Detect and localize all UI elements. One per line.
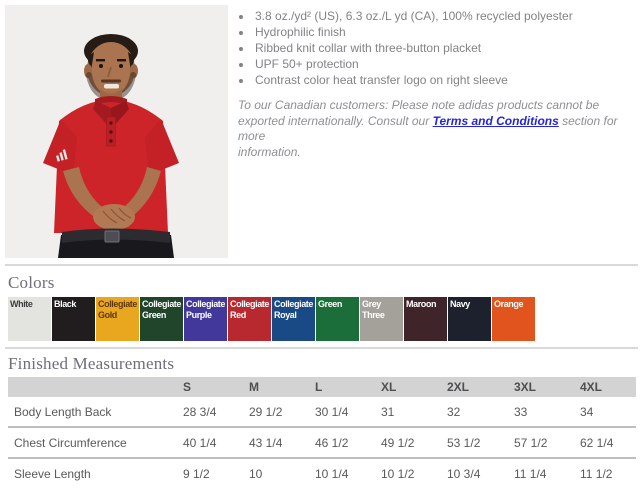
measurement-value: 57 1/2: [514, 435, 548, 450]
size-column-header: 2XL: [441, 377, 508, 397]
color-swatch-grey-three[interactable]: Grey Three: [360, 297, 403, 341]
measurement-value: 40 1/4: [183, 435, 217, 450]
section-divider: [5, 347, 638, 349]
measurement-value: 10: [249, 466, 263, 481]
colors-heading: Colors: [8, 273, 55, 292]
color-swatch-collegiate-green[interactable]: Collegiate Green: [140, 297, 183, 341]
color-swatch-white[interactable]: White: [8, 297, 51, 341]
color-swatch-green[interactable]: Green: [316, 297, 359, 341]
size-column-header: XL: [375, 377, 441, 397]
note-line2-pre: exported internationally. Consult our: [238, 113, 433, 128]
measurement-value: 10 1/4: [315, 466, 349, 481]
measurement-value: 32: [447, 404, 461, 419]
measurement-value: 33: [514, 404, 528, 419]
measurement-value: 9 1/2: [183, 466, 210, 481]
measurement-value: 30 1/4: [315, 404, 349, 419]
measurement-row: Body Length Back 28 3/4 29 1/2 30 1/4 31 32 33…: [8, 397, 636, 427]
note-line2-post: section for more: [238, 113, 618, 144]
feature-bullet-list: 3.8 oz./yd² (US), 6.3 oz./L yd (CA), 100…: [238, 8, 640, 88]
feature-bullet: Ribbed knit collar with three-button pla…: [253, 40, 640, 56]
measurements-table-head: S M L XL 2XL 3XL 4XL: [8, 377, 636, 397]
measurement-value: 62 1/4: [580, 435, 614, 450]
measurement-value: 34: [580, 404, 594, 419]
model-illustration: [5, 5, 228, 258]
feature-bullet: Contrast color heat transfer logo on rig…: [253, 72, 640, 88]
measurements-table: S M L XL 2XL 3XL 4XL Body Length Back 28 3/4 29 …: [8, 377, 636, 488]
color-swatch-orange[interactable]: Orange: [492, 297, 535, 341]
finished-measurements-heading: Finished Measurements: [8, 354, 175, 373]
section-divider: [5, 264, 638, 266]
measurement-value: 49 1/2: [381, 435, 415, 450]
measurement-label: Body Length Back: [14, 404, 112, 419]
size-column-header: 4XL: [574, 377, 636, 397]
measurement-label: Chest Circumference: [14, 435, 127, 450]
product-photo-model-red-polo: [5, 5, 228, 258]
note-line3: information.: [238, 144, 301, 159]
feature-bullet: 3.8 oz./yd² (US), 6.3 oz./L yd (CA), 100…: [253, 8, 640, 24]
color-swatch-black[interactable]: Black: [52, 297, 95, 341]
measurement-value: 11 1/4: [514, 466, 547, 481]
size-header-row: S M L XL 2XL 3XL 4XL: [8, 377, 636, 397]
color-swatch-collegiate-purple[interactable]: Collegiate Purple: [184, 297, 227, 341]
size-column-header: [8, 377, 177, 397]
measurement-value: 46 1/2: [315, 435, 349, 450]
size-column-header: S: [177, 377, 243, 397]
measurement-value: 43 1/4: [249, 435, 283, 450]
measurement-value: 10 3/4: [447, 466, 481, 481]
feature-bullet: Hydrophilic finish: [253, 24, 640, 40]
measurement-value: 53 1/2: [447, 435, 481, 450]
canadian-customers-note: To our Canadian customers: Please note a…: [238, 98, 640, 160]
note-line1: To our Canadian customers: Please note a…: [238, 98, 600, 112]
size-column-header: 3XL: [508, 377, 574, 397]
measurement-value: 28 3/4: [183, 404, 217, 419]
measurement-row: Chest Circumference 40 1/4 43 1/4 46 1/2 49 …: [8, 427, 636, 458]
measurement-label: Sleeve Length: [14, 466, 91, 481]
measurement-value: 29 1/2: [249, 404, 283, 419]
measurement-value: 31: [381, 404, 395, 419]
color-swatch-collegiate-red[interactable]: Collegiate Red: [228, 297, 271, 341]
measurement-row: Sleeve Length 9 1/2 10 10 1/4 10 1/2 10 3/4 11…: [8, 458, 636, 488]
terms-and-conditions-link[interactable]: Terms and Conditions: [432, 113, 559, 128]
measurement-value: 10 1/2: [381, 466, 415, 481]
feature-bullet: UPF 50+ protection: [253, 56, 640, 72]
product-features: 3.8 oz./yd² (US), 6.3 oz./L yd (CA), 100…: [238, 6, 640, 160]
size-column-header: M: [243, 377, 309, 397]
color-swatch-collegiate-gold[interactable]: Collegiate Gold: [96, 297, 139, 341]
color-swatch-navy[interactable]: Navy: [448, 297, 491, 341]
measurement-value: 11 1/2: [580, 466, 613, 481]
color-swatch-maroon[interactable]: Maroon: [404, 297, 447, 341]
measurements-table-body: Body Length Back 28 3/4 29 1/2 30 1/4 31 32 33…: [8, 397, 636, 488]
color-swatch-strip: White Black Collegiate Gold Collegiate Gree…: [8, 297, 536, 341]
color-swatch-collegiate-royal[interactable]: Collegiate Royal: [272, 297, 315, 341]
size-column-header: L: [309, 377, 375, 397]
